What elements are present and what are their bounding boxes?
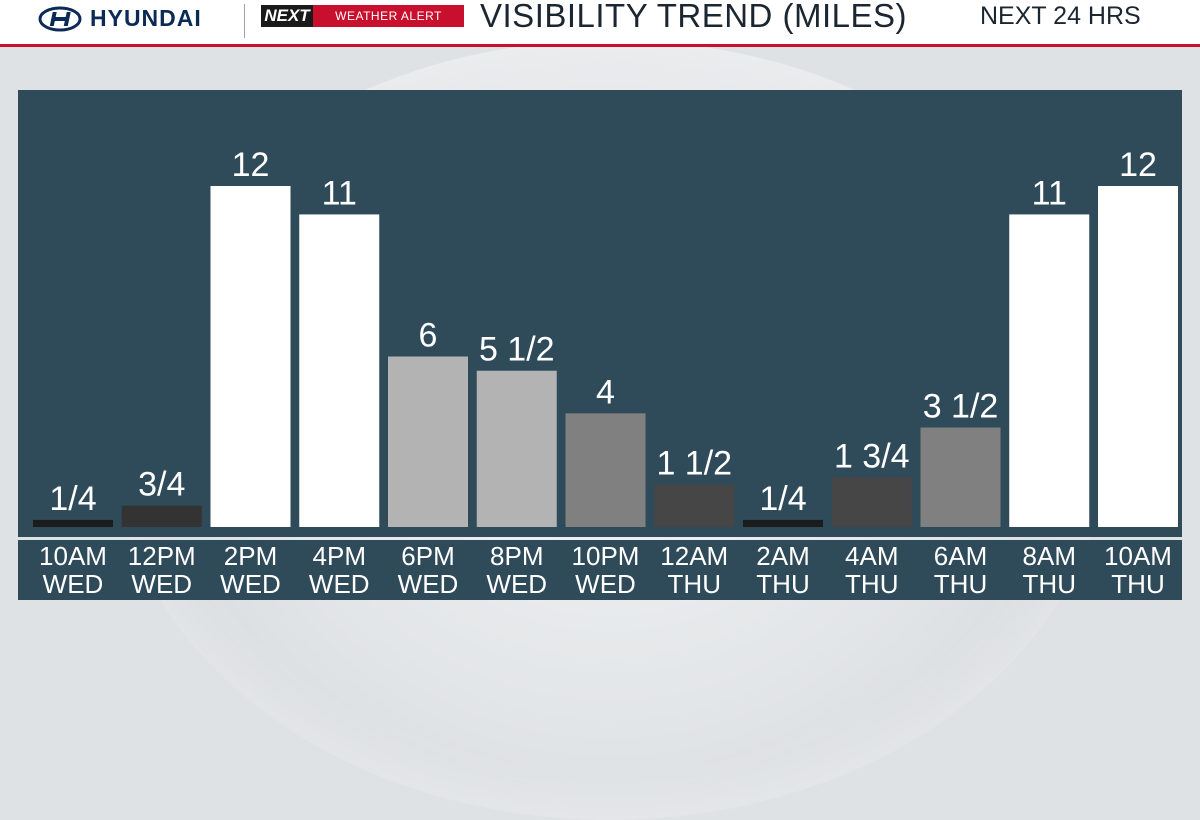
category-time-1: 12PM	[127, 541, 196, 571]
bar-9	[831, 477, 912, 527]
bar-value-label-8: 1/4	[759, 480, 806, 518]
bar-value-label-9: 1 3/4	[834, 437, 910, 475]
header-bar: HYUNDAI NEXT WEATHER ALERT VISIBILITY TR…	[0, 0, 1200, 47]
next-badge: NEXT	[261, 5, 313, 27]
category-time-8: 2AM	[756, 541, 810, 571]
bar-11	[1009, 214, 1090, 527]
header-divider	[244, 4, 245, 38]
category-label-8: 2AM THU	[743, 542, 823, 598]
category-day-5: WED	[486, 569, 548, 599]
bar-3	[299, 214, 380, 527]
category-axis: 10AM WED 12PM WED 2PM WED 4PM WED 6PM WED 8PM WED 10…	[18, 540, 1182, 600]
bar-value-label-6: 4	[596, 373, 615, 411]
category-label-1: 12PM WED	[122, 542, 202, 598]
bar-value-label-7: 1 1/2	[656, 444, 732, 482]
bar-10	[920, 427, 1001, 527]
category-day-6: WED	[575, 569, 636, 599]
bar-value-label-2: 12	[232, 146, 270, 184]
bar-value-label-10: 3 1/2	[923, 388, 999, 426]
category-time-10: 6AM	[933, 541, 988, 571]
bar-8	[743, 519, 823, 527]
bar-5	[476, 370, 557, 527]
category-day-10: THU	[933, 569, 988, 599]
category-day-9: THU	[845, 569, 899, 599]
category-label-3: 4PM WED	[299, 542, 379, 598]
category-time-4: 6PM	[401, 541, 455, 571]
bar-1	[121, 505, 202, 527]
category-day-2: WED	[220, 569, 281, 599]
category-label-4: 6PM WED	[388, 542, 468, 598]
page-title: VISIBILITY TREND (MILES)	[480, 0, 908, 34]
category-time-7: 12AM	[660, 541, 729, 571]
category-label-7: 12AM THU	[654, 542, 734, 598]
hyundai-logo-icon	[38, 6, 82, 31]
bar-value-label-4: 6	[419, 317, 438, 355]
bar-value-label-3: 11	[322, 174, 357, 212]
bar-12	[1098, 186, 1178, 527]
category-day-8: THU	[756, 569, 810, 599]
visibility-bar-chart: 1/4 3/4 12 11 6 5 1/2 4 1 1/2 1/4 1 3/4 3 1/2 11 12	[33, 146, 1178, 527]
weather-alert-badge: WEATHER ALERT	[313, 5, 464, 27]
category-label-9: 4AM THU	[832, 542, 912, 598]
category-day-7: THU	[667, 569, 721, 599]
category-time-6: 10PM	[571, 541, 640, 571]
category-day-12: THU	[1111, 569, 1165, 599]
bar-value-label-1: 3/4	[138, 466, 185, 504]
category-time-5: 8PM	[490, 541, 544, 571]
category-label-2: 2PM WED	[211, 542, 291, 598]
category-label-12: 10AM THU	[1098, 542, 1178, 598]
category-time-12: 10AM	[1104, 541, 1172, 571]
category-label-5: 8PM WED	[477, 542, 557, 598]
category-day-3: WED	[308, 569, 370, 599]
category-day-4: WED	[397, 569, 459, 599]
bar-value-label-12: 12	[1119, 146, 1157, 184]
bar-7	[654, 484, 735, 527]
brand-logo: HYUNDAI	[38, 5, 202, 32]
category-time-3: 4PM	[312, 541, 366, 571]
category-day-0: WED	[42, 569, 104, 599]
brand-name: HYUNDAI	[90, 5, 202, 31]
category-day-1: WED	[131, 569, 193, 599]
category-time-11: 8AM	[1022, 541, 1076, 571]
bar-value-label-11: 11	[1032, 174, 1067, 212]
chart-panel: 1/4 3/4 12 11 6 5 1/2 4 1 1/2 1/4 1 3/4 3 1/2 11 12	[18, 90, 1182, 537]
bar-value-label-5: 5 1/2	[479, 331, 555, 369]
category-label-6: 10PM WED	[566, 542, 646, 598]
category-day-11: THU	[1022, 569, 1076, 599]
category-time-2: 2PM	[223, 541, 278, 571]
bar-2	[210, 186, 291, 527]
category-time-0: 10AM	[39, 541, 107, 571]
category-time-9: 4AM	[845, 541, 899, 571]
category-label-0: 10AM WED	[33, 542, 113, 598]
page-subtitle: NEXT 24 HRS	[980, 2, 1141, 30]
category-label-11: 8AM THU	[1009, 542, 1089, 598]
bar-4	[388, 356, 468, 527]
bar-value-label-0: 1/4	[49, 480, 96, 518]
category-label-10: 6AM THU	[921, 542, 1001, 598]
bar-6	[565, 413, 646, 527]
bar-0	[33, 519, 113, 527]
